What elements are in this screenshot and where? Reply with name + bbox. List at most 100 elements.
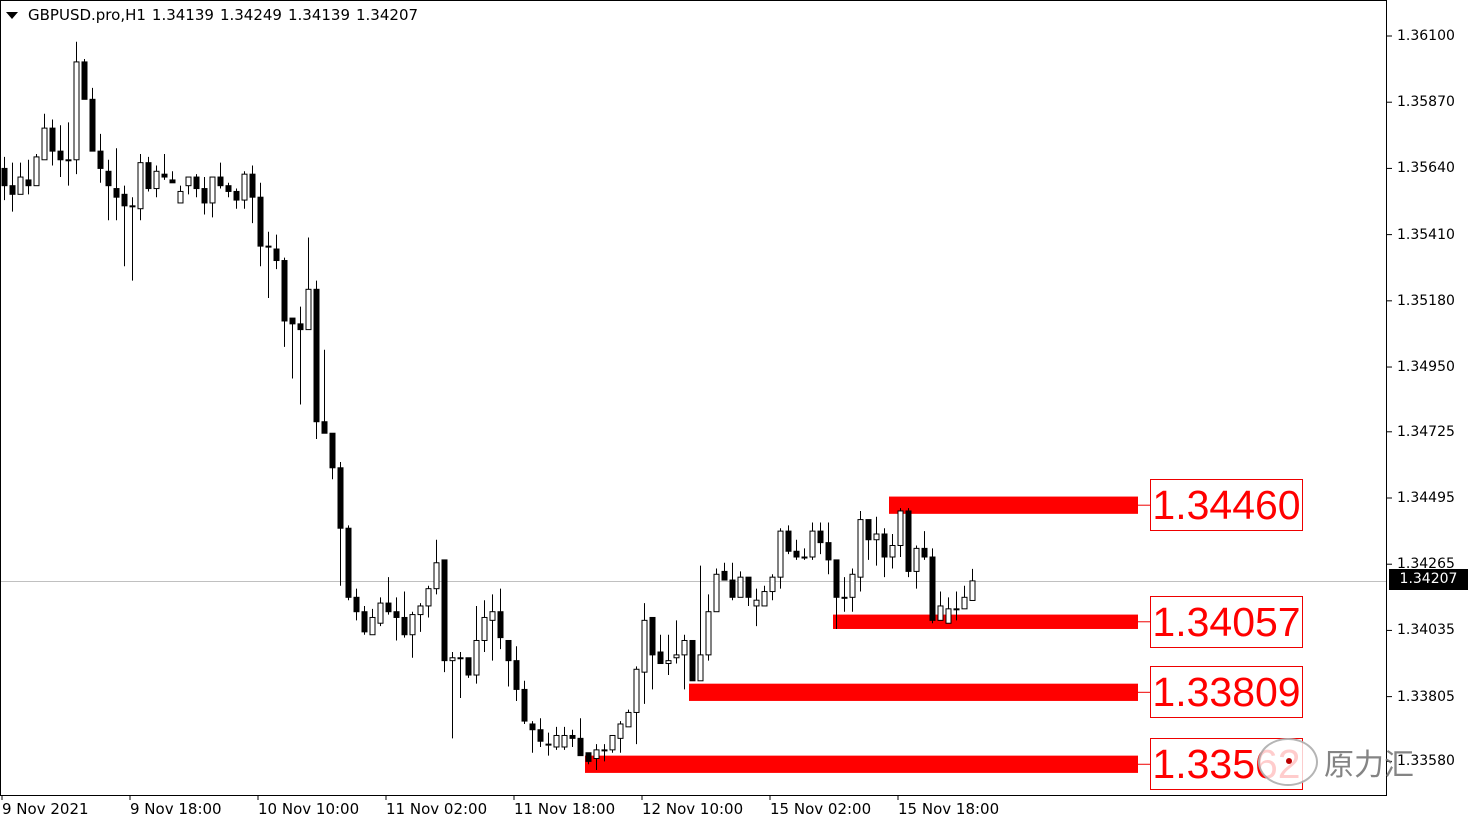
bear-candle-body xyxy=(217,176,224,187)
watermark: 原力汇 xyxy=(1258,738,1414,786)
candle xyxy=(369,608,376,636)
price-tick-label: 1.35180 xyxy=(1397,292,1455,309)
candle xyxy=(385,577,392,615)
time-tick-label: 9 Nov 2021 xyxy=(2,800,89,818)
zone-rect[interactable] xyxy=(689,683,1138,701)
candle xyxy=(353,588,360,621)
candle xyxy=(233,188,240,209)
price-tick-label: 1.33580 xyxy=(1397,753,1455,770)
candle xyxy=(129,197,136,281)
candle xyxy=(497,588,504,650)
bear-candle-body xyxy=(689,639,696,682)
bull-candle-body xyxy=(849,573,856,598)
candle xyxy=(433,539,440,595)
candle xyxy=(49,119,56,166)
bear-candle-body xyxy=(25,179,32,187)
time-tick-label: 12 Nov 10:00 xyxy=(642,800,744,818)
candle xyxy=(905,508,912,578)
bear-candle-body xyxy=(825,542,832,561)
bear-candle-body xyxy=(441,559,448,662)
candle xyxy=(761,585,768,607)
bear-candle-body xyxy=(289,317,296,325)
bear-candle-body xyxy=(833,559,840,598)
bull-candle-body xyxy=(593,749,600,760)
candle xyxy=(817,522,824,555)
candle xyxy=(713,568,720,613)
candle xyxy=(609,734,616,753)
time-tick-label: 15 Nov 18:00 xyxy=(898,800,1000,818)
price-tick-label: 1.36100 xyxy=(1397,28,1455,44)
bull-candle-body xyxy=(377,602,384,624)
watermark-text: 原力汇 xyxy=(1324,748,1414,783)
bear-candle-body xyxy=(9,185,16,195)
candle xyxy=(425,585,432,618)
zone-rect[interactable] xyxy=(585,755,1138,773)
candle xyxy=(337,462,344,586)
symbol-label: GBPUSD.pro,H1 xyxy=(28,6,146,24)
candle xyxy=(177,185,184,204)
price-tick-label: 1.33805 xyxy=(1397,688,1455,705)
price-tick-label: 1.35870 xyxy=(1397,94,1455,111)
candle xyxy=(825,522,832,575)
bear-candle-body xyxy=(921,547,928,558)
candle xyxy=(345,525,352,601)
bear-candle-body xyxy=(649,616,656,656)
bear-candle-body xyxy=(105,170,112,187)
bull-candle-body xyxy=(769,576,776,593)
candle xyxy=(793,539,800,560)
zone-rect[interactable] xyxy=(833,614,1138,629)
candle xyxy=(665,634,672,676)
bear-candle-body xyxy=(169,179,176,184)
candle xyxy=(537,718,544,747)
bull-candle-body xyxy=(33,156,40,187)
bull-candle-body xyxy=(369,616,376,636)
zone-rect[interactable] xyxy=(889,496,1138,514)
candle xyxy=(521,680,528,724)
bear-candle-body xyxy=(273,248,280,262)
time-tick-label: 15 Nov 02:00 xyxy=(770,800,872,818)
bull-candle-body xyxy=(705,611,712,656)
bull-candle-body xyxy=(457,657,464,660)
bull-candle-body xyxy=(953,608,960,611)
candle xyxy=(633,666,640,745)
bear-candle-body xyxy=(529,723,536,731)
bull-candle-body xyxy=(449,657,456,662)
candle xyxy=(33,154,40,187)
time-tick-label: 9 Nov 18:00 xyxy=(130,800,222,818)
low-value: 1.34139 xyxy=(287,6,350,24)
dropdown-triangle-icon[interactable] xyxy=(6,11,18,19)
candle xyxy=(201,177,208,215)
candle xyxy=(929,548,936,624)
candle xyxy=(25,159,32,195)
bear-candle-body xyxy=(569,734,576,739)
bear-candle-body xyxy=(1,167,8,187)
candle xyxy=(217,162,224,189)
candle xyxy=(297,306,304,405)
candle xyxy=(873,516,880,566)
bull-candle-body xyxy=(425,588,432,607)
bear-candle-body xyxy=(393,611,400,618)
bull-candle-body xyxy=(241,173,248,201)
candle xyxy=(657,634,664,665)
candle xyxy=(969,568,976,601)
candle xyxy=(769,574,776,601)
bear-candle-body xyxy=(281,260,288,322)
bull-candle-body xyxy=(177,190,184,204)
time-tick-label: 10 Nov 10:00 xyxy=(258,800,360,818)
bull-candle-body xyxy=(625,711,632,728)
candle xyxy=(673,620,680,664)
bear-candle-body xyxy=(929,556,936,621)
bear-candle-body xyxy=(321,421,328,434)
bear-candle-body xyxy=(113,188,120,198)
candle xyxy=(241,171,248,209)
candle xyxy=(401,591,408,638)
bull-candle-body xyxy=(481,616,488,641)
bear-candle-body xyxy=(57,150,64,161)
bear-candle-body xyxy=(345,527,352,598)
bull-candle-body xyxy=(761,591,768,607)
bear-candle-body xyxy=(521,688,528,722)
candle xyxy=(73,41,80,175)
current-price-tag: 1.34207 xyxy=(1389,569,1468,590)
bear-candle-body xyxy=(585,752,592,762)
